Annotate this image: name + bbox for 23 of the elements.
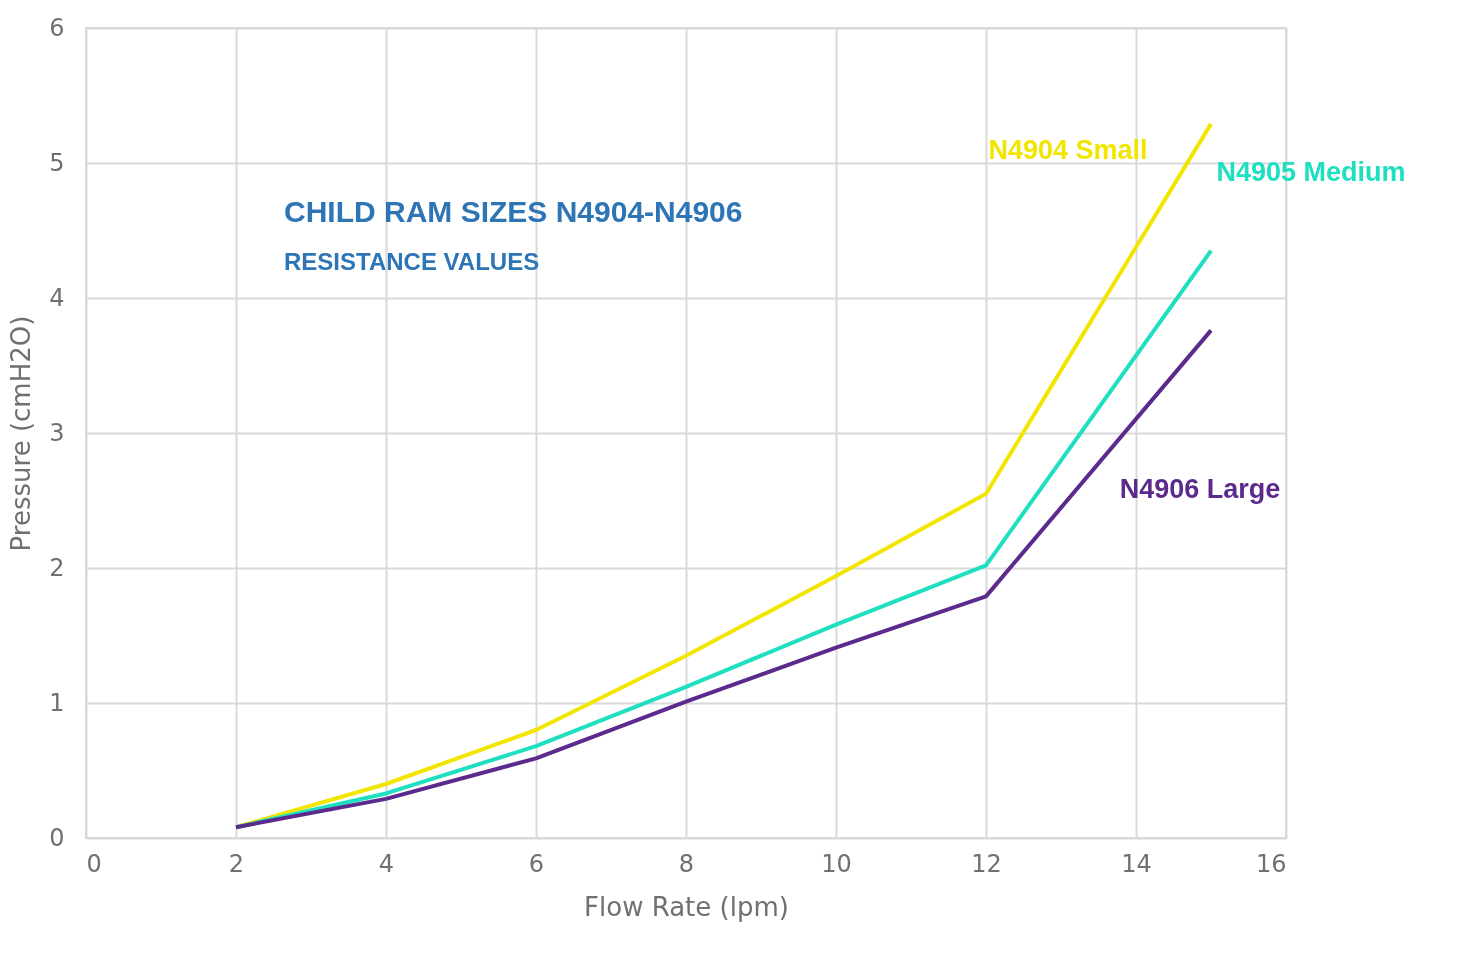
- x-tick-label: 12: [971, 849, 1002, 878]
- x-tick-label: 14: [1121, 849, 1152, 878]
- y-tick-label: 1: [49, 688, 65, 717]
- y-tick-label: 0: [49, 823, 65, 852]
- y-tick-label: 3: [49, 418, 65, 447]
- x-axis-title: Flow Rate (lpm): [584, 891, 789, 922]
- text: RESISTANCE VALUES: [284, 248, 540, 275]
- series-label: N4906 Large: [1119, 474, 1281, 505]
- x-tick-label: 6: [528, 849, 545, 878]
- x-tick-label: 0: [86, 849, 102, 878]
- y-tick-label: 5: [49, 148, 65, 177]
- y-tick-label: 2: [49, 553, 65, 582]
- x-tick-label: 2: [228, 849, 245, 878]
- text: CHILD RAM SIZES N4904-N4906: [284, 195, 743, 228]
- x-tick-label: 10: [821, 849, 852, 878]
- y-tick-label: 4: [49, 283, 65, 312]
- x-tick-label: 4: [378, 849, 395, 878]
- text: N4905 Medium: [1216, 156, 1406, 187]
- series-label: N4904 Small: [988, 134, 1148, 165]
- x-tick-label: 16: [1255, 849, 1287, 878]
- y-tick-label: 6: [49, 13, 65, 42]
- x-tick-label: 8: [678, 849, 695, 878]
- y-axis-title: Pressure (cmH2O): [6, 315, 37, 552]
